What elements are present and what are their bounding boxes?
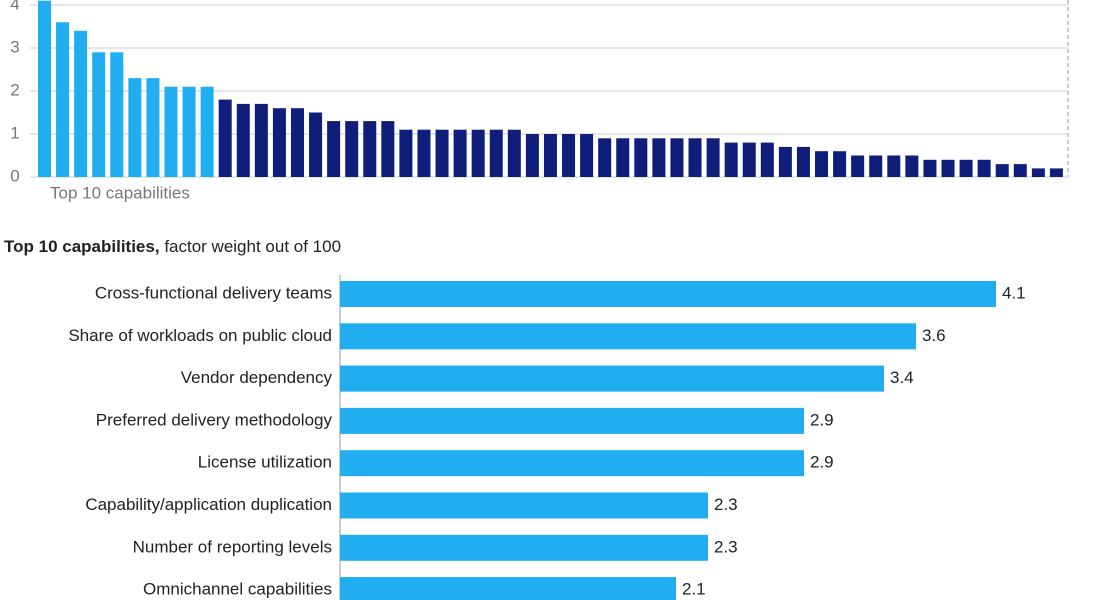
bar <box>1013 164 1027 177</box>
bar <box>340 534 708 561</box>
value-label: 3.4 <box>890 368 914 387</box>
value-label: 2.1 <box>682 580 706 599</box>
category-label: Capability/application duplication <box>85 495 332 514</box>
bar <box>340 281 996 307</box>
bar <box>796 146 810 177</box>
bar <box>272 108 286 177</box>
value-label: 4.1 <box>1002 283 1026 302</box>
subtitle: factor weight out of 100 <box>164 237 341 256</box>
bar <box>146 78 160 177</box>
bar <box>851 155 865 177</box>
category-label: Share of workloads on public cloud <box>68 326 332 345</box>
bar <box>200 86 214 177</box>
bar <box>340 577 676 600</box>
bar <box>1049 168 1063 177</box>
bar <box>363 121 377 177</box>
bar <box>327 121 341 177</box>
bar <box>742 142 756 177</box>
category-label: License utilization <box>198 453 332 472</box>
category-label: Vendor dependency <box>181 368 333 387</box>
bar <box>995 164 1009 177</box>
bar <box>905 155 919 177</box>
bar <box>507 129 521 177</box>
bar <box>815 151 829 177</box>
bar <box>128 78 142 177</box>
bar <box>977 159 991 177</box>
bar <box>182 86 196 177</box>
bar <box>923 159 937 177</box>
y-tick-label: 3 <box>10 37 19 56</box>
bar <box>218 99 232 177</box>
bar <box>340 450 804 477</box>
bar <box>580 134 594 177</box>
bar <box>634 138 648 177</box>
bar <box>471 129 485 177</box>
value-label: 2.9 <box>810 453 834 472</box>
bar <box>453 129 467 177</box>
bar <box>959 159 973 177</box>
bar <box>778 146 792 177</box>
category-label: Omnichannel capabilities <box>143 580 332 599</box>
bar <box>706 138 720 177</box>
bar <box>340 365 884 392</box>
category-label: Number of reporting levels <box>133 537 332 556</box>
bar <box>110 52 124 177</box>
bar <box>525 134 539 177</box>
y-tick-label: 2 <box>10 80 19 99</box>
bar <box>92 52 106 177</box>
value-label: 3.6 <box>922 326 946 345</box>
value-label: 2.3 <box>714 537 738 556</box>
bar <box>869 155 883 177</box>
bar <box>38 0 51 178</box>
bar <box>598 138 612 177</box>
bar <box>345 121 359 177</box>
bar <box>381 121 395 177</box>
bar <box>1031 168 1045 177</box>
title: Top 10 capabilities, <box>4 237 160 256</box>
bar <box>760 142 774 177</box>
bar <box>290 108 304 177</box>
y-tick-label: 1 <box>10 123 19 142</box>
bar <box>652 138 666 177</box>
bar <box>340 323 916 350</box>
category-label: Preferred delivery methodology <box>96 410 333 429</box>
chart-title: Top 10 capabilities, factor weight out o… <box>4 237 341 256</box>
annotation: Top 10 capabilities <box>50 183 190 202</box>
y-tick-label: 0 <box>10 166 19 185</box>
bar <box>56 22 70 178</box>
bar <box>941 159 955 177</box>
bar <box>489 129 503 177</box>
bar <box>833 151 847 177</box>
bar <box>688 138 702 177</box>
bar <box>254 103 268 177</box>
bar <box>164 86 178 177</box>
bar <box>887 155 901 177</box>
bar <box>399 129 413 177</box>
value-label: 2.9 <box>810 410 834 429</box>
value-label: 2.3 <box>714 495 738 514</box>
bar <box>435 129 449 177</box>
y-tick-label: 4 <box>10 0 19 13</box>
bar <box>309 112 323 177</box>
bar <box>417 129 431 177</box>
bar <box>74 30 88 177</box>
bar <box>562 134 576 177</box>
bar <box>670 138 684 177</box>
category-label: Cross-functional delivery teams <box>95 283 332 302</box>
bar <box>340 492 708 519</box>
bar <box>340 407 804 434</box>
bar <box>616 138 630 177</box>
bar <box>236 103 250 177</box>
bar <box>543 134 557 177</box>
bar <box>724 142 738 177</box>
